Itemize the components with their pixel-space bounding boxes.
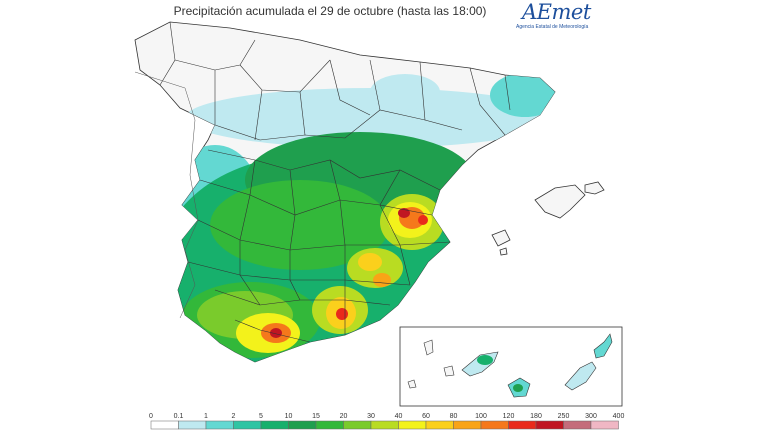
legend-break-label: 10 <box>285 413 293 420</box>
canary-islands-inset <box>399 326 623 407</box>
legend-break-label: 15 <box>312 413 320 420</box>
legend-swatch <box>453 420 482 430</box>
balearic-islands <box>491 181 605 256</box>
legend-break-label: 0.1 <box>174 413 184 420</box>
legend-swatch <box>343 420 372 430</box>
legend-break-label: 0 <box>149 413 153 420</box>
legend-swatch <box>535 420 564 430</box>
legend-break-label: 180 <box>530 413 542 420</box>
legend-break-label: 250 <box>558 413 570 420</box>
legend-break-label: 300 <box>585 413 597 420</box>
legend-break-label: 60 <box>422 413 430 420</box>
legend-labels: 0 0.1 1 2 5 10 15 20 30 40 60 80 100 120 180 250 300 400 <box>149 413 624 420</box>
legend-break-label: 120 <box>503 413 515 420</box>
legend-swatches <box>150 420 619 430</box>
legend-break-label: 80 <box>450 413 458 420</box>
legend-swatch <box>260 420 289 430</box>
legend-swatch <box>205 420 234 430</box>
map-title: Precipitación acumulada el 29 de octubre… <box>173 4 487 18</box>
legend-break-label: 1 <box>204 413 208 420</box>
legend-swatch <box>370 420 399 430</box>
legend-swatch <box>563 420 592 430</box>
province-borders <box>159 21 511 343</box>
legend-swatch <box>233 420 262 430</box>
legend-break-label: 40 <box>395 413 403 420</box>
legend-swatch <box>288 420 317 430</box>
legend-swatch <box>178 420 207 430</box>
aemet-logo: AEmet Agencia Estatal de Meteorología <box>512 0 602 34</box>
legend-swatch <box>590 420 619 430</box>
legend-swatch <box>425 420 454 430</box>
portugal-border <box>134 71 199 319</box>
legend-break-label: 100 <box>475 413 487 420</box>
legend-break-label: 30 <box>367 413 375 420</box>
legend-swatch <box>508 420 537 430</box>
legend-break-label: 5 <box>259 413 263 420</box>
legend-break-label: 20 <box>340 413 348 420</box>
legend-swatch <box>150 420 179 430</box>
aemet-logo-wordmark: AEmet <box>522 0 591 24</box>
legend-swatch <box>398 420 427 430</box>
aemet-logo-tagline: Agencia Estatal de Meteorología <box>516 24 589 30</box>
legend-swatch <box>315 420 344 430</box>
legend-break-label: 2 <box>232 413 236 420</box>
legend-swatch <box>480 420 509 430</box>
legend-break-label: 400 <box>613 413 625 420</box>
